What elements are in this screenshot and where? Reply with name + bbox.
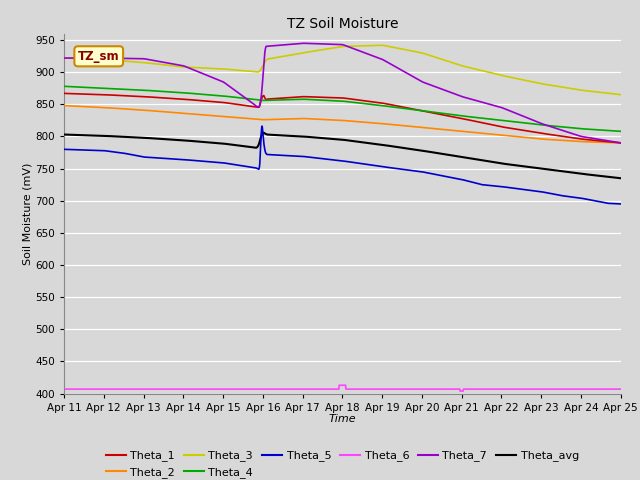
Theta_1 — [499, 124, 506, 130]
Theta_4 — [499, 118, 506, 123]
Line: Theta_1: Theta_1 — [64, 94, 621, 143]
Theta_6 — [456, 388, 464, 394]
Theta_2 — [499, 132, 506, 138]
Theta_6 — [499, 386, 507, 392]
Theta_7 — [60, 55, 68, 61]
Theta_6 — [601, 386, 609, 392]
Theta_7 — [601, 137, 609, 143]
Theta_7 — [316, 41, 324, 47]
Theta_avg — [60, 132, 68, 137]
Theta_5 — [60, 146, 68, 152]
Theta_5 — [617, 201, 625, 207]
Theta_2 — [88, 104, 96, 110]
Theta_5 — [88, 147, 96, 153]
Theta_avg — [617, 175, 625, 181]
Theta_1 — [88, 91, 96, 97]
Theta_3 — [88, 56, 96, 62]
Theta_5 — [331, 157, 339, 163]
Theta_7 — [601, 137, 609, 143]
Theta_2 — [331, 117, 339, 123]
Theta_2 — [600, 140, 608, 145]
Theta_avg — [331, 136, 339, 142]
Line: Theta_2: Theta_2 — [64, 106, 621, 143]
Theta_1 — [60, 91, 68, 96]
Line: Theta_7: Theta_7 — [64, 43, 621, 143]
Theta_1 — [331, 95, 339, 100]
Y-axis label: Soil Moisture (mV): Soil Moisture (mV) — [22, 162, 33, 265]
Line: Theta_avg: Theta_avg — [64, 132, 621, 178]
Theta_5 — [258, 123, 266, 129]
Theta_7 — [499, 105, 506, 111]
Theta_6 — [602, 386, 609, 392]
Theta_avg — [499, 161, 506, 167]
Theta_avg — [601, 174, 609, 180]
Theta_6 — [316, 386, 324, 392]
Theta_6 — [335, 383, 343, 388]
Theta_1 — [316, 94, 324, 100]
Theta_7 — [88, 55, 96, 61]
Theta_7 — [331, 41, 339, 47]
Line: Theta_4: Theta_4 — [64, 86, 621, 132]
Theta_1 — [617, 140, 625, 146]
Theta_7 — [617, 140, 625, 146]
Theta_3 — [377, 42, 385, 48]
Theta_4 — [617, 129, 625, 134]
Theta_4 — [60, 84, 68, 89]
Theta_4 — [331, 98, 339, 104]
Theta_5 — [316, 156, 324, 161]
Theta_5 — [601, 200, 609, 205]
Theta_3 — [316, 47, 324, 53]
Theta_7 — [300, 40, 307, 46]
Theta_avg — [601, 174, 609, 180]
Theta_2 — [316, 117, 324, 122]
Theta_4 — [600, 127, 608, 133]
Theta_3 — [617, 92, 625, 97]
Theta_6 — [331, 386, 339, 392]
Theta_2 — [601, 140, 609, 145]
Theta_1 — [600, 138, 608, 144]
Theta_5 — [499, 184, 506, 190]
Theta_5 — [601, 200, 609, 205]
Theta_4 — [316, 97, 324, 103]
Title: TZ Soil Moisture: TZ Soil Moisture — [287, 17, 398, 31]
Theta_6 — [617, 386, 625, 392]
Theta_3 — [331, 45, 339, 50]
Theta_3 — [601, 90, 609, 96]
Text: TZ_sm: TZ_sm — [78, 50, 120, 63]
Theta_avg — [260, 130, 268, 135]
X-axis label: Time: Time — [328, 414, 356, 424]
Theta_4 — [88, 85, 96, 91]
Theta_6 — [60, 386, 68, 392]
Theta_3 — [499, 73, 506, 79]
Theta_avg — [316, 135, 324, 141]
Legend: Theta_1, Theta_2, Theta_3, Theta_4, Theta_5, Theta_6, Theta_7, Theta_avg: Theta_1, Theta_2, Theta_3, Theta_4, Thet… — [102, 446, 583, 480]
Theta_avg — [88, 132, 96, 138]
Theta_6 — [88, 386, 96, 392]
Theta_1 — [601, 138, 609, 144]
Line: Theta_3: Theta_3 — [64, 45, 621, 95]
Line: Theta_5: Theta_5 — [64, 126, 621, 204]
Line: Theta_6: Theta_6 — [64, 385, 621, 391]
Theta_3 — [601, 90, 609, 96]
Theta_2 — [60, 103, 68, 108]
Theta_2 — [617, 140, 625, 146]
Theta_4 — [601, 127, 609, 133]
Theta_3 — [60, 55, 68, 61]
